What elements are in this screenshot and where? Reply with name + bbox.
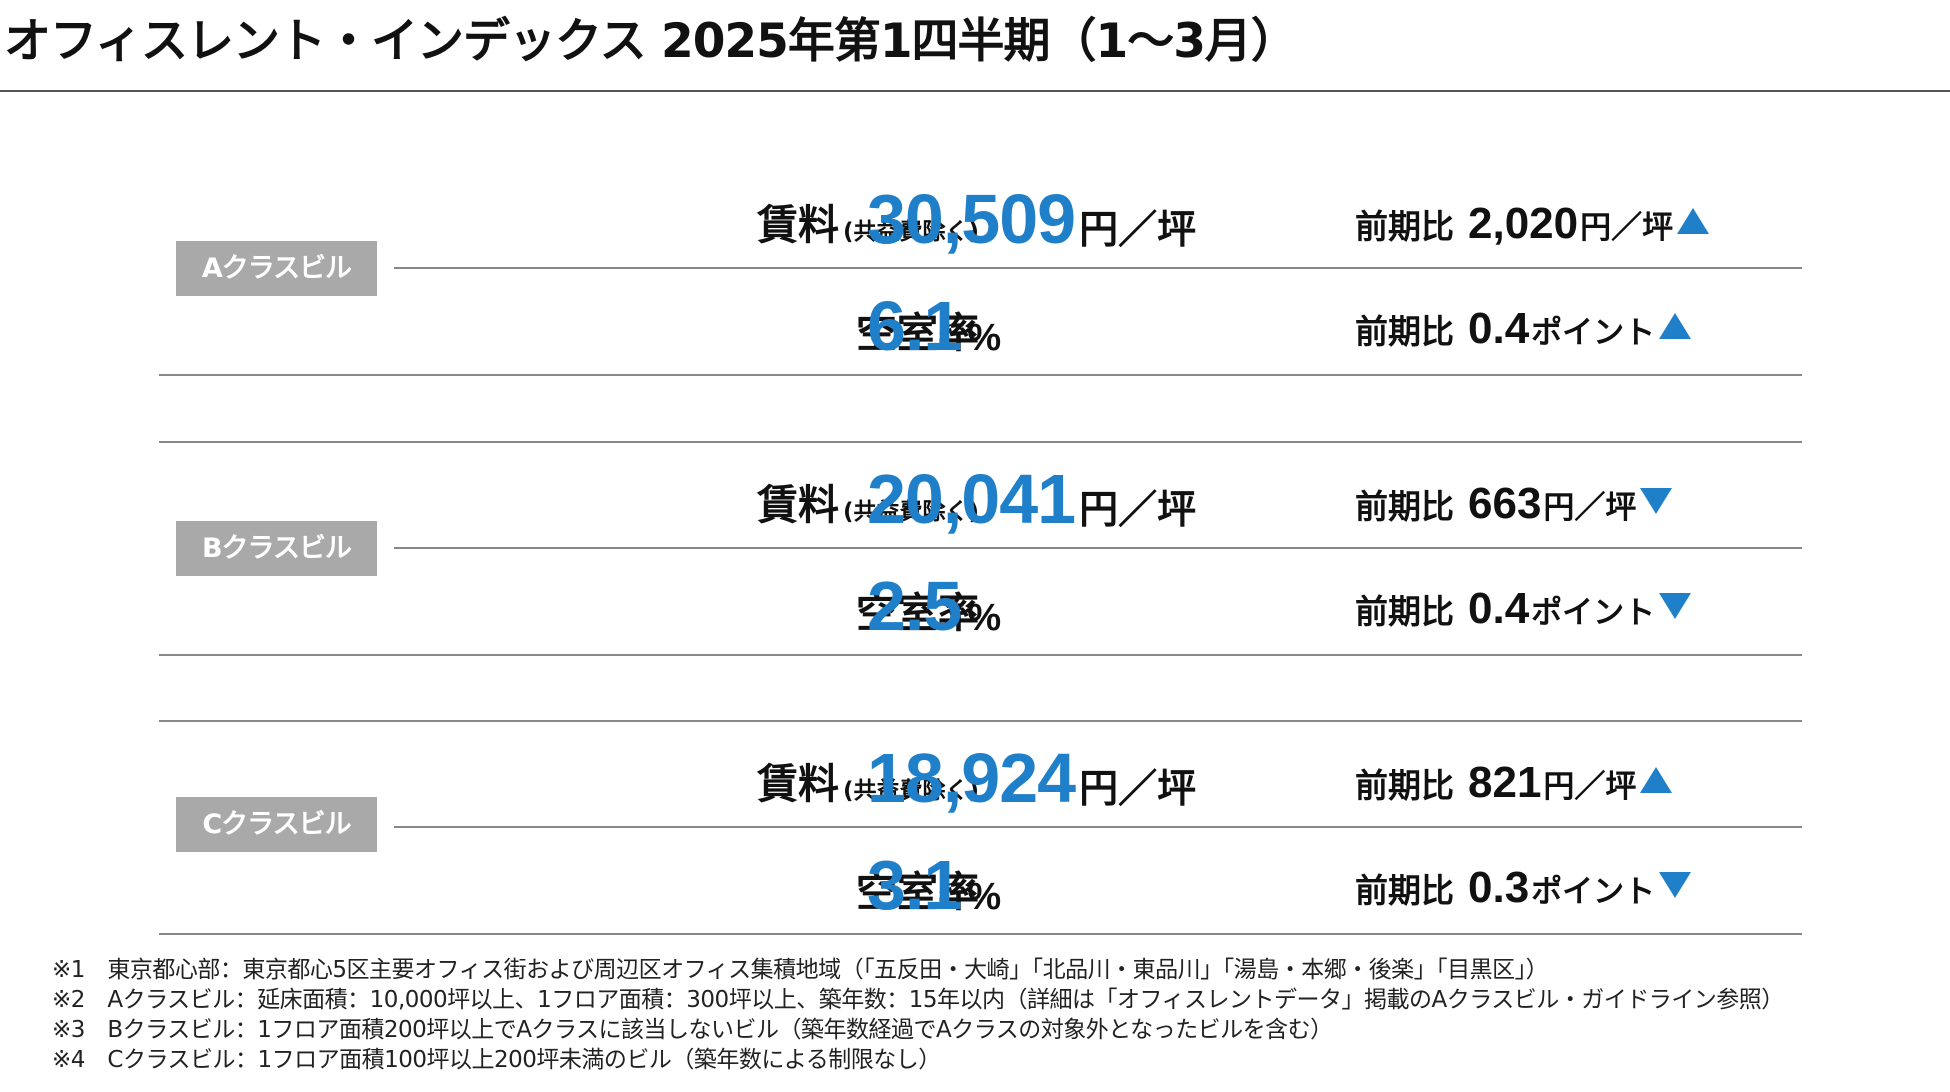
section-divider — [159, 720, 1802, 722]
title-divider — [0, 90, 1950, 92]
footnote: ※3 Bクラスビル：1フロア面積200坪以上でAクラスに該当しないビル（築年数経… — [52, 1017, 1333, 1043]
footnotes: ※1 東京都心部：東京都心5区主要オフィス街および周辺区オフィス集積地域（「五反… — [52, 955, 1784, 1075]
change-number: 821 — [1468, 758, 1542, 807]
change-unit: 円／坪 — [1543, 769, 1637, 805]
vacancy-label-main: 空室率 — [856, 589, 979, 637]
change-unit: 円／坪 — [1580, 210, 1674, 246]
down-arrow-icon — [1640, 488, 1673, 514]
section-divider — [159, 654, 1802, 656]
vacancy-number: 3.1 — [867, 846, 962, 924]
rent-change: 前期比 2,020円／坪 — [1355, 199, 1710, 249]
rent-value: 20,041 円／坪 — [867, 459, 1196, 539]
rent-unit: 円／坪 — [1079, 209, 1197, 252]
section-a-class: Aクラスビル 賃料 (共益費除く) 30,509 円／坪 前期比 2,020円／坪 空… — [159, 141, 1802, 376]
vacancy-change: 前期比 0.3ポイント — [1355, 863, 1692, 913]
page-title: オフィスレント・インデックス 2025年第1四半期（1〜3月） — [4, 14, 1298, 69]
change-unit: ポイント — [1531, 874, 1656, 910]
change-prefix: 前期比 — [1355, 487, 1454, 526]
change-prefix: 前期比 — [1355, 312, 1454, 351]
row-divider — [394, 547, 1802, 549]
section-b-class: Bクラスビル 賃料 (共益費除く) 20,041 円／坪 前期比 663円／坪 空室率… — [159, 421, 1802, 656]
rent-label: 賃料 (共益費除く) — [757, 191, 979, 251]
rent-label-sub: (共益費除く) — [842, 219, 979, 245]
vacancy-number: 2.5 — [867, 567, 962, 645]
down-arrow-icon — [1659, 872, 1692, 898]
vacancy-value: 3.1% — [867, 845, 1001, 925]
footnote: ※2 Aクラスビル：延床面積：10,000坪以上、1フロア面積：300坪以上、築… — [52, 987, 1784, 1013]
change-number: 2,020 — [1468, 199, 1579, 248]
vacancy-number: 6.1 — [867, 287, 962, 365]
class-badge: Bクラスビル — [176, 521, 377, 576]
vacancy-label: 空室率 — [856, 579, 979, 639]
change-number: 0.4 — [1468, 584, 1530, 633]
rent-label: 賃料 (共益費除く) — [757, 471, 979, 531]
footnote: ※1 東京都心部：東京都心5区主要オフィス街および周辺区オフィス集積地域（「五反… — [52, 957, 1549, 983]
vacancy-label-main: 空室率 — [856, 868, 979, 916]
up-arrow-icon — [1640, 767, 1673, 793]
vacancy-label: 空室率 — [856, 858, 979, 918]
change-number: 0.3 — [1468, 863, 1530, 912]
class-badge: Cクラスビル — [176, 797, 377, 852]
row-divider — [394, 826, 1802, 828]
vacancy-value: 6.1% — [867, 286, 1001, 366]
rent-number: 30,509 — [867, 180, 1076, 258]
section-c-class: Cクラスビル 賃料 (共益費除く) 18,924 円／坪 前期比 821円／坪 空室率… — [159, 700, 1802, 935]
section-divider — [159, 441, 1802, 443]
rent-change: 前期比 821円／坪 — [1355, 758, 1673, 808]
change-number: 0.4 — [1468, 304, 1530, 353]
change-unit: 円／坪 — [1543, 490, 1637, 526]
change-prefix: 前期比 — [1355, 766, 1454, 805]
vacancy-change: 前期比 0.4ポイント — [1355, 304, 1692, 354]
rent-unit: 円／坪 — [1079, 489, 1197, 532]
up-arrow-icon — [1677, 208, 1710, 234]
rent-unit: 円／坪 — [1079, 768, 1197, 811]
change-prefix: 前期比 — [1355, 592, 1454, 631]
section-divider — [159, 374, 1802, 376]
vacancy-unit: % — [967, 597, 1002, 639]
vacancy-change: 前期比 0.4ポイント — [1355, 584, 1692, 634]
change-unit: ポイント — [1531, 315, 1656, 351]
rent-number: 20,041 — [867, 460, 1076, 538]
rent-label-main: 賃料 — [756, 201, 839, 249]
vacancy-value: 2.5% — [867, 566, 1001, 646]
rent-change: 前期比 663円／坪 — [1355, 479, 1673, 529]
rent-label-main: 賃料 — [756, 481, 839, 529]
up-arrow-icon — [1659, 313, 1692, 339]
vacancy-label-main: 空室率 — [856, 309, 979, 357]
down-arrow-icon — [1659, 593, 1692, 619]
class-badge: Aクラスビル — [176, 241, 377, 296]
rent-value: 30,509 円／坪 — [867, 179, 1196, 259]
change-prefix: 前期比 — [1355, 871, 1454, 910]
row-divider — [394, 267, 1802, 269]
rent-label: 賃料 (共益費除く) — [757, 750, 979, 810]
change-unit: ポイント — [1531, 595, 1656, 631]
section-divider — [159, 933, 1802, 935]
rent-label-main: 賃料 — [756, 760, 839, 808]
vacancy-unit: % — [967, 317, 1002, 359]
rent-label-sub: (共益費除く) — [842, 778, 979, 804]
rent-value: 18,924 円／坪 — [867, 738, 1196, 818]
change-prefix: 前期比 — [1355, 207, 1454, 246]
rent-label-sub: (共益費除く) — [842, 499, 979, 525]
vacancy-unit: % — [967, 876, 1002, 918]
footnote: ※4 Cクラスビル：1フロア面積100坪以上200坪未満のビル（築年数による制限… — [52, 1047, 941, 1073]
change-number: 663 — [1468, 479, 1542, 528]
vacancy-label: 空室率 — [856, 299, 979, 359]
rent-number: 18,924 — [867, 739, 1076, 817]
